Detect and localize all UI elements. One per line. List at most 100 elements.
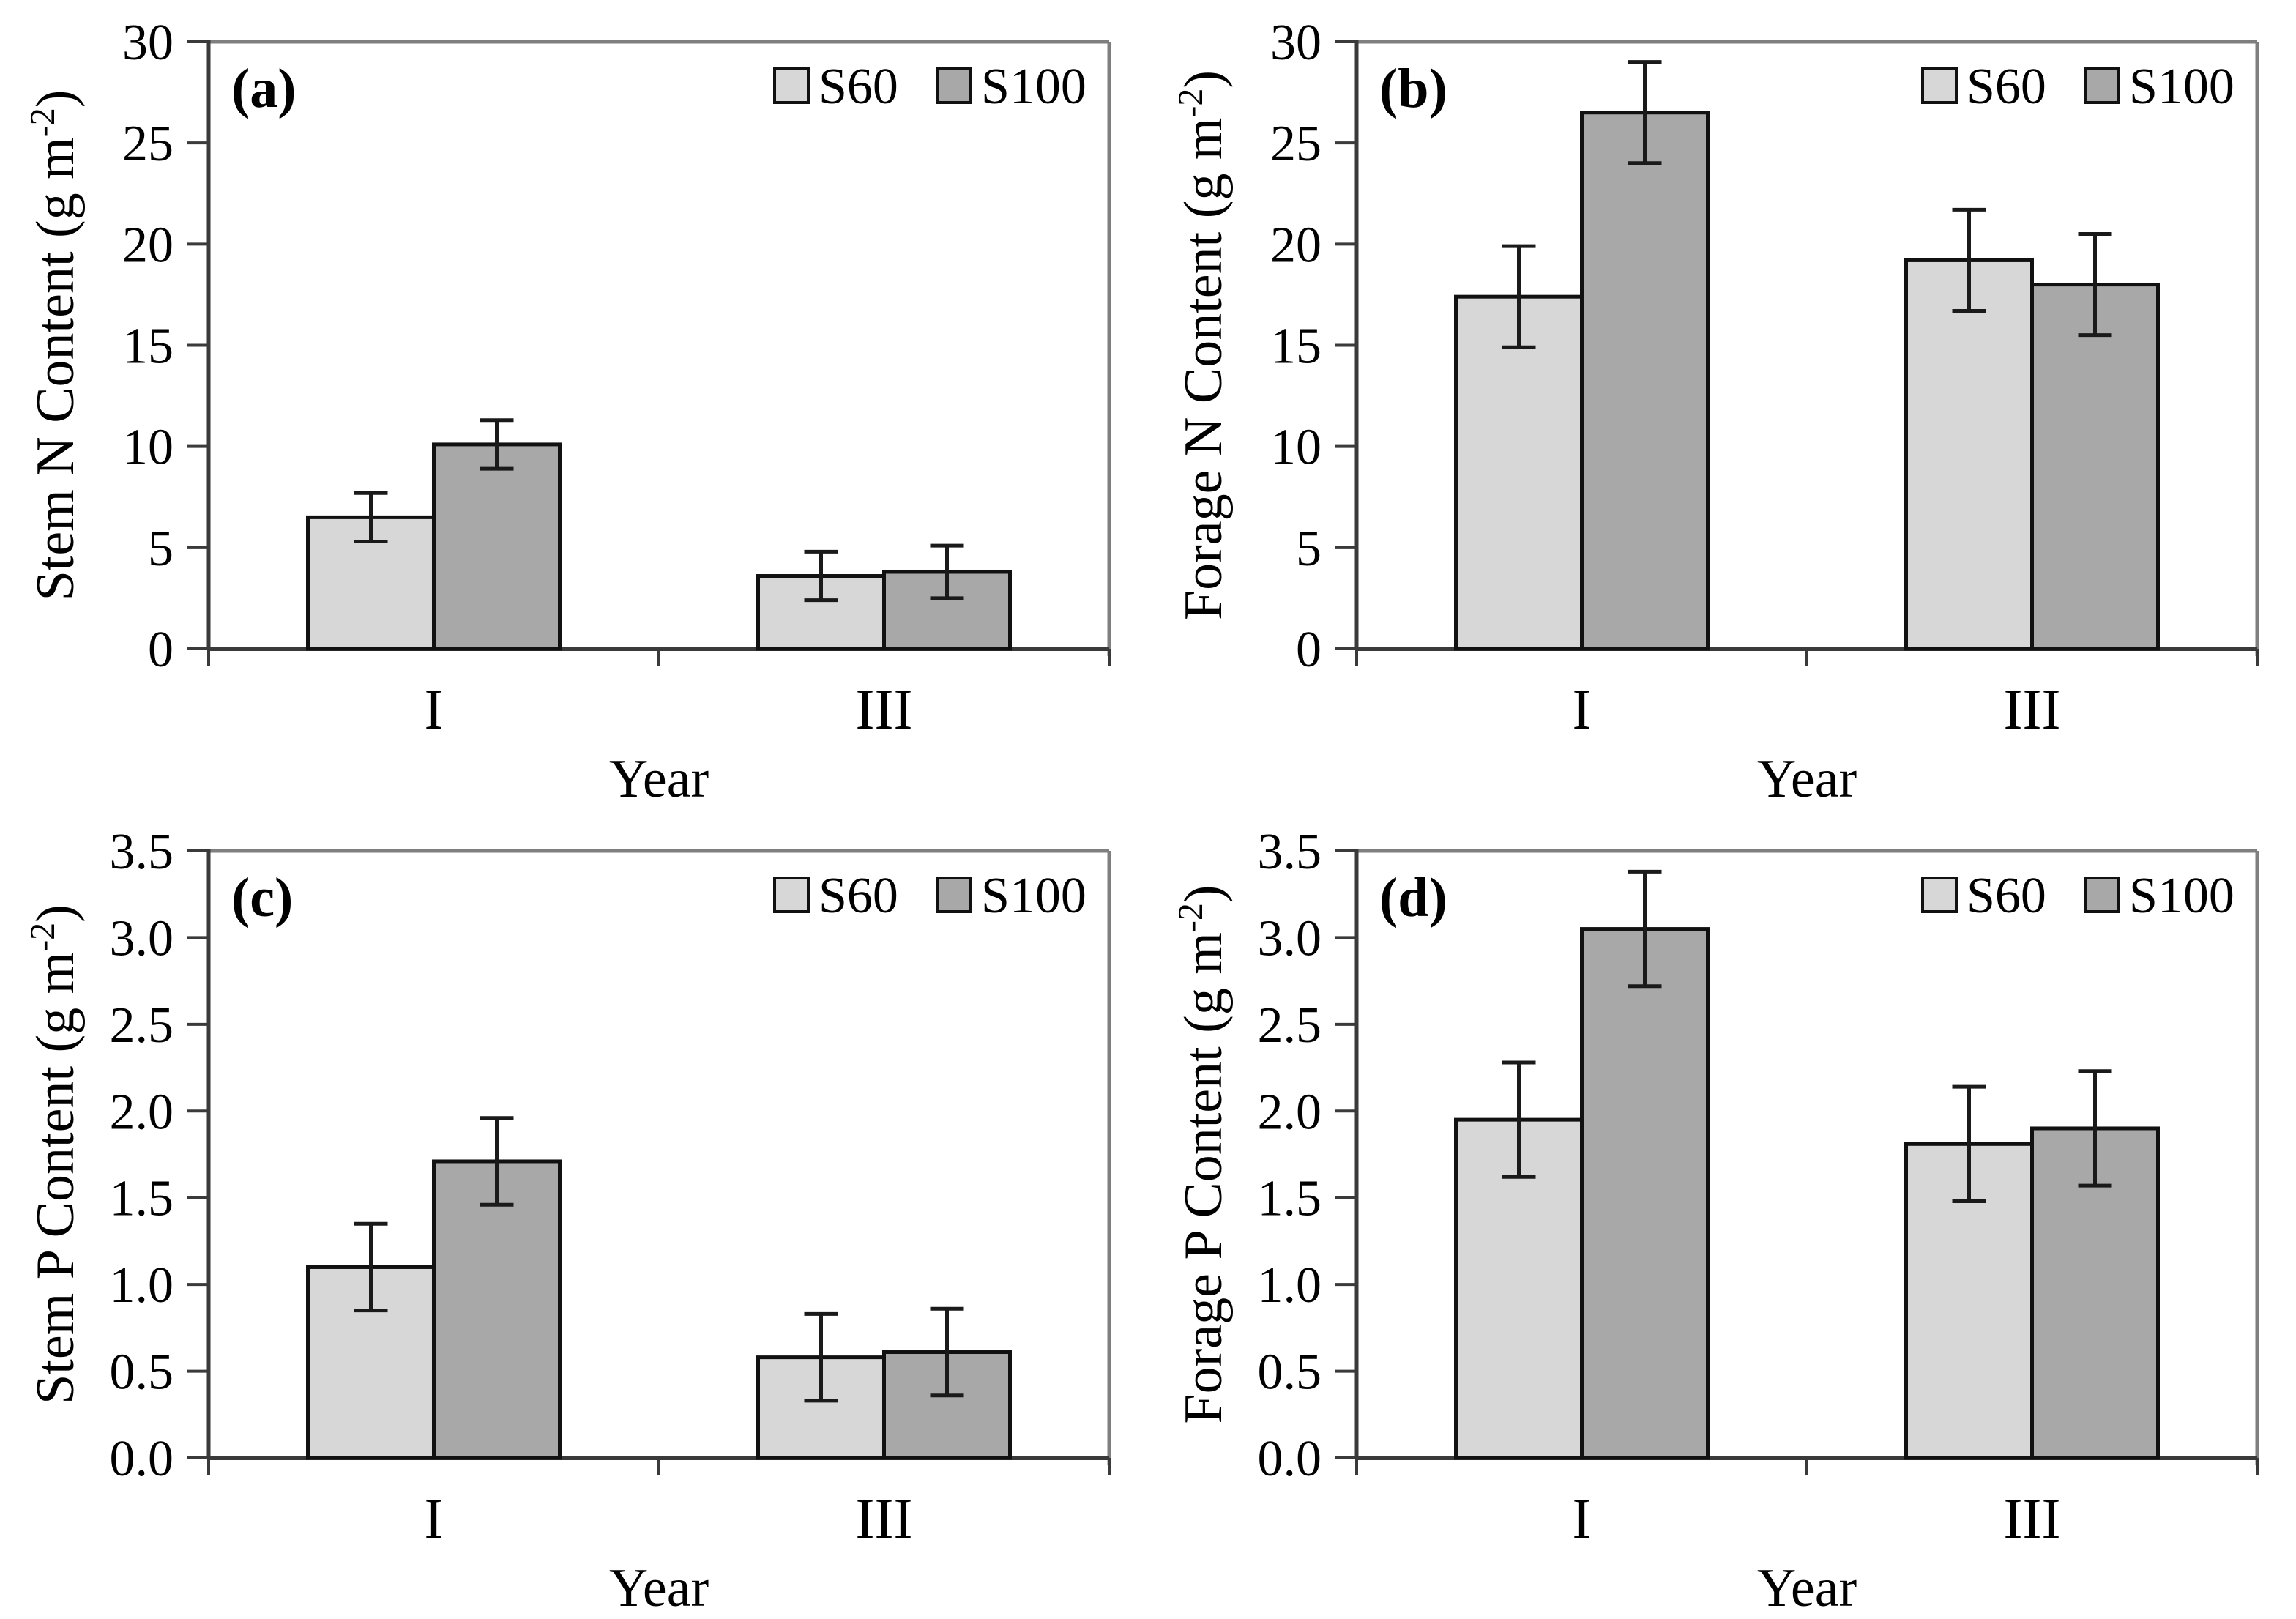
error-bar-s100-year-iii	[2078, 1069, 2112, 1188]
bar-s100-year-i	[432, 442, 562, 651]
error-bar-s100-year-i	[1628, 60, 1662, 165]
y-axis-title-group: Stem N Content (g m-2)	[23, 90, 86, 601]
y-tick-label: 15	[122, 319, 174, 375]
y-axis-title-group: Forage N Content (g m-2)	[1171, 70, 1234, 620]
y-axis-title: Forage N Content (g m-2)	[1171, 70, 1234, 620]
legend-label-s60: S60	[819, 59, 898, 115]
legend-label-s100: S100	[981, 59, 1086, 115]
legend-entry-s60: S60	[773, 59, 898, 115]
y-tick-label: 25	[122, 116, 174, 172]
legend-swatch-s100	[2084, 67, 2120, 104]
chart-svg-3: 0.0 0.5 1.0 1.5 2.0 2.5 3.0 3.5 Forage P Content…	[1171, 824, 2259, 1618]
error-bar-s60-year-i	[354, 1221, 388, 1313]
error-bar-s60-year-i	[1502, 1060, 1536, 1179]
x-axis-title: Year	[1757, 749, 1857, 809]
y-tick-label: 3.5	[1258, 824, 1322, 880]
bar-s100-year-i	[1580, 111, 1710, 651]
y-tick-label: 30	[122, 15, 174, 71]
panel-letter: (c)	[231, 867, 293, 928]
category-label-iii: III	[856, 677, 913, 741]
y-axis-title: Forage P Content (g m-2)	[1171, 885, 1234, 1423]
bar-s100-year-iii	[2030, 283, 2160, 651]
y-tick-label: 3.5	[110, 824, 174, 880]
panel-letter: (a)	[231, 58, 297, 119]
y-tick-label: 2.0	[1258, 1084, 1322, 1140]
error-bar-s60-year-iii	[1952, 207, 1986, 313]
y-tick-label: 2.5	[110, 997, 174, 1054]
panel-letter: (d)	[1379, 867, 1447, 928]
y-tick-label: 25	[1270, 116, 1322, 172]
y-tick-label: 10	[1270, 420, 1322, 476]
y-tick-label: 30	[1270, 15, 1322, 71]
y-tick-label: 20	[1270, 217, 1322, 273]
legend-label-s100: S100	[981, 868, 1086, 924]
x-axis-title: Year	[609, 749, 709, 809]
category-label-i: I	[425, 1486, 444, 1550]
legend-label-s60: S60	[819, 868, 898, 924]
error-bar-s60-year-i	[1502, 244, 1536, 349]
category-label-iii: III	[2004, 677, 2061, 741]
bar-s60-year-i	[1454, 294, 1584, 651]
legend-label-s100: S100	[2129, 59, 2234, 115]
x-axis-title: Year	[1757, 1558, 1857, 1618]
y-tick-label: 2.5	[1258, 997, 1322, 1054]
legend-label-s60: S60	[1967, 868, 2046, 924]
error-bar-s100-year-iii	[930, 1306, 964, 1398]
category-label-i: I	[1573, 1486, 1592, 1550]
error-bar-s100-year-i	[1628, 869, 1662, 989]
y-tick-label: 20	[122, 217, 174, 273]
bar-s100-year-i	[1580, 927, 1710, 1460]
y-tick-label: 2.0	[110, 1084, 174, 1140]
legend-swatch-s60	[773, 67, 810, 104]
legend-swatch-s100	[936, 67, 972, 104]
legend-entry-s60: S60	[773, 868, 898, 924]
error-bar-s60-year-iii	[804, 549, 838, 603]
y-axis-title: Stem N Content (g m-2)	[23, 90, 86, 601]
legend-label-s100: S100	[2129, 868, 2234, 924]
legend-entry-s60: S60	[1921, 59, 2046, 115]
y-tick-label: 0	[1296, 622, 1322, 678]
error-bar-s100-year-i	[480, 418, 514, 471]
category-label-iii: III	[856, 1486, 913, 1550]
y-tick-label: 3.0	[1258, 910, 1322, 967]
y-tick-label: 0.5	[110, 1344, 174, 1401]
error-bar-s60-year-i	[354, 491, 388, 544]
legend-swatch-s60	[1921, 877, 1958, 913]
legend-swatch-s100	[936, 877, 972, 913]
y-axis-title-group: Stem P Content (g m-2)	[23, 904, 86, 1404]
legend-swatch-s100	[2084, 877, 2120, 913]
y-tick-label: 1.5	[1258, 1171, 1322, 1227]
category-label-iii: III	[2004, 1486, 2061, 1550]
chart-panel-c: 0.0 0.5 1.0 1.5 2.0 2.5 3.0 3.5 Stem P Content (…	[0, 809, 1148, 1619]
error-bar-s100-year-iii	[930, 543, 964, 600]
legend-swatch-s60	[773, 877, 810, 913]
error-bar-s60-year-iii	[804, 1311, 838, 1403]
bar-s100-year-iii	[882, 570, 1012, 651]
legend-entry-s100: S100	[936, 59, 1086, 115]
legend-label-s60: S60	[1967, 59, 2046, 115]
category-label-i: I	[1573, 677, 1592, 741]
category-label-i: I	[425, 677, 444, 741]
error-bar-s100-year-i	[480, 1116, 514, 1207]
legend-entry-s60: S60	[1921, 868, 2046, 924]
bar-s60-year-iii	[1904, 258, 2034, 651]
bar-s60-year-iii	[756, 1355, 886, 1460]
y-tick-label: 0.5	[1258, 1344, 1322, 1401]
chart-panel-b: 0 5 10 15 20 25 30 Forage N Content (g m-2) I III…	[1148, 0, 2296, 810]
y-axis-title: Stem P Content (g m-2)	[23, 904, 86, 1404]
y-tick-label: 3.0	[110, 910, 174, 967]
y-tick-label: 0.0	[110, 1431, 174, 1487]
legend-entry-s100: S100	[2084, 868, 2234, 924]
legend-entry-s100: S100	[2084, 59, 2234, 115]
bar-s100-year-i	[432, 1159, 562, 1460]
error-bar-s100-year-iii	[2078, 232, 2112, 338]
chart-panel-a: 0 5 10 15 20 25 30 Stem N Content (g m-2) I III Ye…	[0, 0, 1148, 810]
y-tick-label: 0.0	[1258, 1431, 1322, 1487]
y-tick-label: 15	[1270, 319, 1322, 375]
y-tick-label: 5	[148, 521, 174, 577]
y-axis-title-group: Forage P Content (g m-2)	[1171, 885, 1234, 1423]
y-tick-label: 0	[148, 622, 174, 678]
